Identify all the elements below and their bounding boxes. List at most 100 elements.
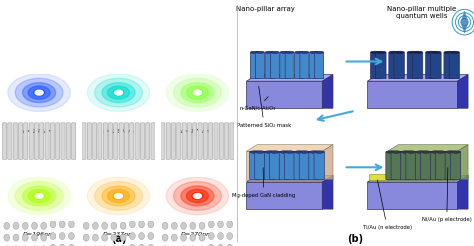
Circle shape bbox=[108, 86, 129, 99]
FancyBboxPatch shape bbox=[431, 52, 441, 79]
Circle shape bbox=[41, 222, 46, 229]
Circle shape bbox=[95, 182, 142, 210]
Circle shape bbox=[172, 234, 177, 241]
Text: D=143nm: D=143nm bbox=[23, 129, 55, 134]
Ellipse shape bbox=[315, 151, 324, 153]
FancyBboxPatch shape bbox=[415, 152, 426, 180]
Text: D=196nm: D=196nm bbox=[23, 232, 55, 237]
Circle shape bbox=[113, 193, 124, 199]
Circle shape bbox=[162, 234, 168, 241]
FancyBboxPatch shape bbox=[182, 123, 186, 159]
Circle shape bbox=[102, 222, 108, 229]
FancyBboxPatch shape bbox=[161, 123, 165, 159]
FancyBboxPatch shape bbox=[310, 52, 319, 79]
Circle shape bbox=[166, 74, 228, 111]
FancyBboxPatch shape bbox=[24, 123, 28, 159]
FancyBboxPatch shape bbox=[315, 52, 324, 79]
FancyBboxPatch shape bbox=[421, 152, 431, 180]
Circle shape bbox=[41, 234, 46, 241]
Circle shape bbox=[193, 194, 201, 198]
FancyBboxPatch shape bbox=[391, 152, 401, 180]
Ellipse shape bbox=[300, 151, 309, 153]
Circle shape bbox=[83, 234, 89, 241]
FancyBboxPatch shape bbox=[187, 123, 191, 159]
FancyBboxPatch shape bbox=[249, 152, 260, 180]
Circle shape bbox=[13, 222, 19, 229]
Ellipse shape bbox=[265, 151, 274, 153]
Circle shape bbox=[139, 232, 145, 240]
Text: D=159nm: D=159nm bbox=[102, 129, 135, 134]
FancyBboxPatch shape bbox=[401, 152, 411, 180]
FancyBboxPatch shape bbox=[61, 123, 65, 159]
Circle shape bbox=[173, 78, 221, 107]
Ellipse shape bbox=[270, 151, 280, 153]
Ellipse shape bbox=[315, 51, 323, 53]
FancyBboxPatch shape bbox=[406, 152, 416, 180]
Ellipse shape bbox=[392, 151, 401, 153]
FancyBboxPatch shape bbox=[114, 123, 118, 159]
FancyBboxPatch shape bbox=[2, 123, 7, 159]
FancyBboxPatch shape bbox=[35, 123, 38, 159]
Circle shape bbox=[227, 221, 233, 228]
FancyBboxPatch shape bbox=[130, 123, 134, 159]
Text: (a): (a) bbox=[111, 233, 126, 244]
Circle shape bbox=[50, 244, 56, 246]
Circle shape bbox=[181, 83, 214, 103]
Ellipse shape bbox=[251, 51, 259, 53]
Circle shape bbox=[32, 222, 37, 229]
Circle shape bbox=[173, 182, 221, 210]
Text: Mg-doped GaN cladding: Mg-doped GaN cladding bbox=[232, 168, 295, 198]
FancyBboxPatch shape bbox=[219, 123, 223, 159]
Ellipse shape bbox=[401, 151, 410, 153]
Ellipse shape bbox=[421, 151, 430, 153]
FancyBboxPatch shape bbox=[177, 123, 181, 159]
Circle shape bbox=[129, 221, 135, 228]
Polygon shape bbox=[457, 75, 468, 108]
Circle shape bbox=[69, 232, 74, 240]
Ellipse shape bbox=[426, 51, 436, 54]
Circle shape bbox=[59, 221, 65, 228]
Ellipse shape bbox=[285, 51, 294, 53]
Ellipse shape bbox=[406, 151, 416, 153]
Ellipse shape bbox=[255, 151, 264, 153]
Circle shape bbox=[181, 186, 214, 206]
Ellipse shape bbox=[256, 51, 264, 53]
Circle shape bbox=[4, 234, 9, 241]
FancyBboxPatch shape bbox=[265, 52, 274, 79]
Circle shape bbox=[113, 89, 124, 96]
Polygon shape bbox=[246, 175, 333, 182]
Circle shape bbox=[199, 234, 205, 241]
FancyBboxPatch shape bbox=[299, 152, 310, 180]
Circle shape bbox=[190, 222, 196, 229]
FancyBboxPatch shape bbox=[426, 52, 436, 79]
FancyBboxPatch shape bbox=[72, 123, 76, 159]
Circle shape bbox=[87, 177, 150, 215]
FancyBboxPatch shape bbox=[375, 52, 386, 79]
Polygon shape bbox=[367, 75, 468, 81]
Circle shape bbox=[59, 244, 65, 246]
Circle shape bbox=[218, 232, 223, 240]
Circle shape bbox=[181, 234, 186, 241]
Ellipse shape bbox=[295, 51, 303, 53]
FancyBboxPatch shape bbox=[82, 123, 86, 159]
FancyBboxPatch shape bbox=[407, 52, 418, 79]
Ellipse shape bbox=[280, 51, 288, 53]
FancyBboxPatch shape bbox=[445, 152, 456, 180]
Circle shape bbox=[35, 90, 43, 95]
Circle shape bbox=[227, 232, 233, 240]
FancyBboxPatch shape bbox=[386, 152, 396, 180]
FancyBboxPatch shape bbox=[436, 152, 446, 180]
Ellipse shape bbox=[310, 51, 318, 53]
Ellipse shape bbox=[271, 51, 279, 53]
Circle shape bbox=[50, 221, 56, 228]
FancyBboxPatch shape bbox=[371, 52, 381, 79]
FancyBboxPatch shape bbox=[193, 123, 197, 159]
Circle shape bbox=[192, 89, 203, 96]
Circle shape bbox=[15, 182, 63, 210]
Text: Ni/Au (p electrode): Ni/Au (p electrode) bbox=[422, 168, 472, 222]
Circle shape bbox=[102, 186, 135, 206]
Circle shape bbox=[108, 189, 129, 202]
FancyBboxPatch shape bbox=[449, 52, 460, 79]
FancyBboxPatch shape bbox=[279, 152, 290, 180]
Ellipse shape bbox=[449, 51, 459, 54]
